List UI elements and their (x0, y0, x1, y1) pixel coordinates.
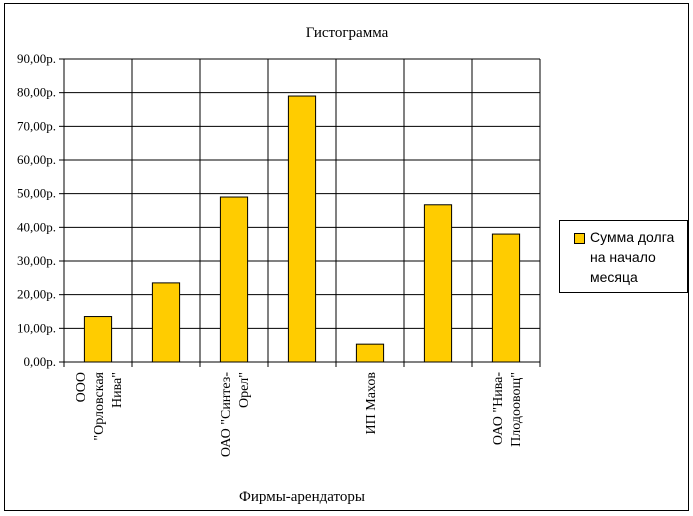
bar (219, 196, 249, 363)
x-category-label-line: ОАО "Синтез- (219, 372, 234, 458)
legend-swatch (574, 233, 585, 244)
legend: Сумма долга на начало месяца (559, 220, 688, 293)
bar (355, 343, 385, 363)
x-category-label-line: Орел" (237, 372, 252, 408)
bar (287, 95, 317, 363)
y-tick-label: 10,00р. (17, 320, 56, 335)
legend-label-line: месяца (590, 269, 638, 285)
bar (423, 204, 453, 363)
legend-label: Сумма долга на начало месяца (590, 227, 686, 287)
y-tick-label: 40,00р. (17, 219, 56, 234)
chart-frame: Гистограмма 0,00р. 10,00р. 20,00р. 30,00р. 4… (4, 3, 689, 511)
y-tick-label: 60,00р. (17, 152, 56, 167)
x-category-label-line: ИП Махов (364, 372, 379, 435)
x-category-label: ОАО "Синтез- Орел" (219, 372, 252, 458)
legend-label-line: Сумма долга (590, 229, 675, 245)
y-tick-label: 80,00р. (17, 85, 56, 100)
x-category-label-line: ОАО "Нива- (491, 372, 506, 445)
y-tick-label: 50,00р. (17, 186, 56, 201)
y-tick-label: 30,00р. (17, 253, 56, 268)
legend-label-line: на начало (590, 249, 656, 265)
x-category-label-line: Нива" (110, 372, 125, 408)
y-tick-label: 90,00р. (17, 51, 56, 66)
bar (83, 316, 113, 363)
y-tick-label: 70,00р. (17, 118, 56, 133)
bar (151, 282, 181, 363)
y-tick-label: 20,00р. (17, 287, 56, 302)
bar-chart: Гистограмма 0,00р. 10,00р. 20,00р. 30,00р. 4… (17, 25, 541, 505)
y-tick-label: 0,00р. (24, 354, 57, 369)
x-category-label: ООО "Орловская Нива" (74, 371, 125, 440)
x-category-label: ИП Махов (364, 372, 379, 435)
chart-title: Гистограмма (306, 25, 389, 41)
x-axis-title: Фирмы-арендаторы (239, 489, 365, 505)
x-category-label-line: ООО (74, 372, 89, 402)
bar (491, 233, 521, 363)
x-category-label-line: "Орловская (92, 371, 107, 440)
x-category-label-line: Плодоовощ" (509, 372, 524, 447)
x-category-label: ОАО "Нива- Плодоовощ" (491, 372, 524, 447)
